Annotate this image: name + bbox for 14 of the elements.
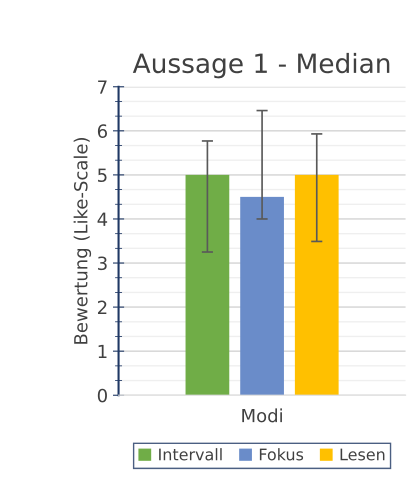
legend-label: Fokus [260, 448, 304, 460]
chart-title: Aussage 1 - Median [132, 52, 390, 78]
y-tick-label: 2 [98, 300, 106, 314]
legend-label: Intervall [159, 448, 222, 460]
y-tick-label: 7 [98, 80, 107, 94]
y-tick-label: 4 [98, 212, 108, 226]
y-tick-label: 5 [98, 168, 107, 182]
y-axis-title: Bewertung (Like-Scale) [74, 138, 92, 344]
y-tick-label: 6 [98, 124, 108, 138]
y-tick-label: 0 [98, 388, 107, 402]
y-tick-label: 1 [98, 344, 106, 358]
x-axis-title: Modi [242, 408, 282, 422]
legend-label: Lesen [340, 448, 384, 460]
y-tick-label: 3 [98, 256, 107, 270]
